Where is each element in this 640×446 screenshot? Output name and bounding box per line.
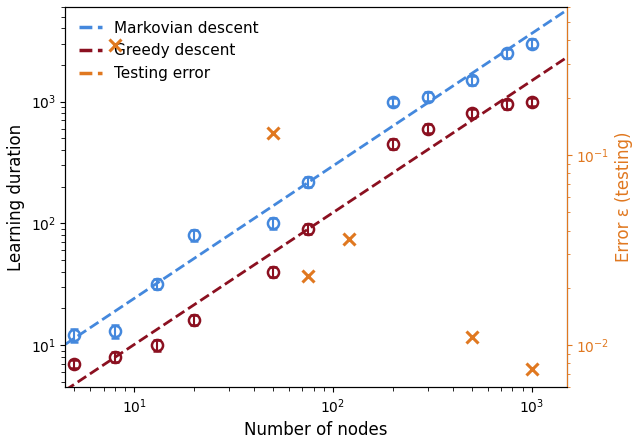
Y-axis label: Error ε (testing): Error ε (testing)	[615, 132, 633, 262]
Legend: Markovian descent, Greedy descent, Testing error: Markovian descent, Greedy descent, Testi…	[73, 15, 265, 87]
Y-axis label: Learning duration: Learning duration	[7, 124, 25, 271]
X-axis label: Number of nodes: Number of nodes	[244, 421, 388, 439]
